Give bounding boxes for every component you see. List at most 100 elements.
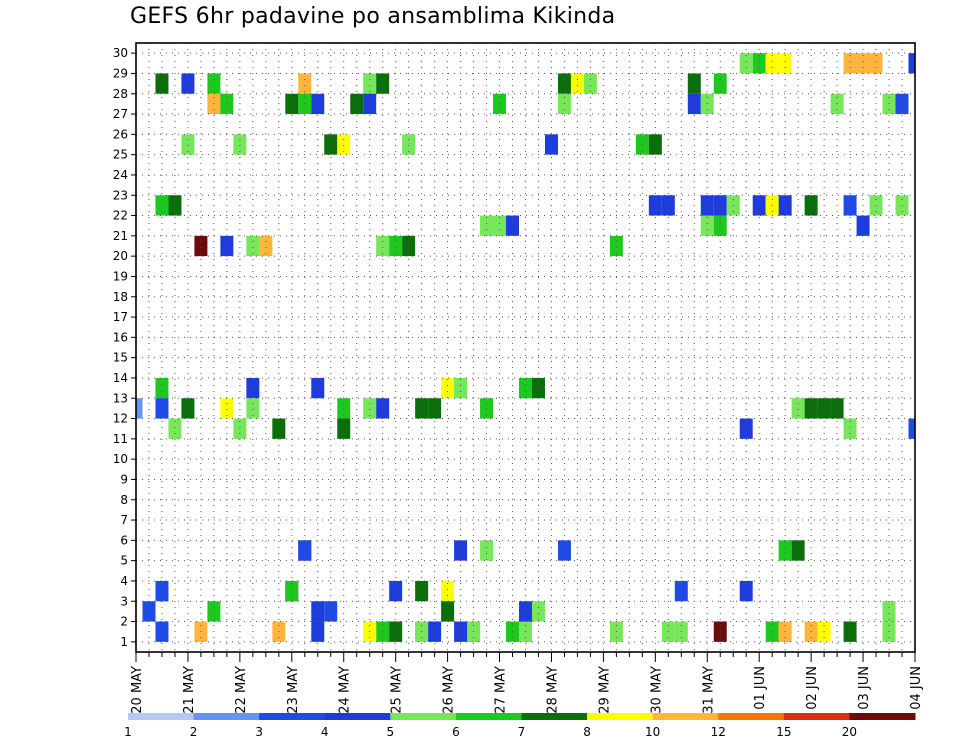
heatmap-cell xyxy=(791,540,805,561)
y-tick-label: 22 xyxy=(113,209,128,223)
y-tick-label: 6 xyxy=(120,533,128,547)
x-date-label: 31 MAY xyxy=(701,666,716,714)
heatmap-cell xyxy=(454,540,468,561)
heatmap-cell xyxy=(908,418,915,439)
legend-swatch xyxy=(783,713,850,720)
heatmap-cell xyxy=(246,398,260,419)
heatmap-cell xyxy=(136,398,143,419)
y-tick-label: 18 xyxy=(113,290,128,304)
legend-swatch xyxy=(455,713,522,720)
y-tick-label: 5 xyxy=(120,554,128,568)
heatmap-cell xyxy=(220,235,234,257)
heatmap-cell xyxy=(908,53,915,74)
x-date-label: 23 MAY xyxy=(286,666,301,714)
heatmap-cell xyxy=(687,73,701,94)
heatmap-cell xyxy=(531,377,545,399)
heatmap-cell xyxy=(544,134,558,155)
heatmap-cell xyxy=(428,398,442,419)
heatmap-cell xyxy=(739,418,753,439)
heatmap-cell xyxy=(337,134,351,155)
y-tick-label: 21 xyxy=(113,229,128,243)
heatmap-cell xyxy=(557,540,571,561)
y-tick-label: 16 xyxy=(113,330,128,344)
y-tick-label: 20 xyxy=(113,249,128,263)
legend-swatch xyxy=(128,713,195,720)
heatmap-cell xyxy=(830,398,844,419)
heatmap-cell xyxy=(311,377,325,399)
y-tick-label: 2 xyxy=(120,615,128,629)
legend-level-label: 7 xyxy=(518,725,526,739)
heatmap-cell xyxy=(194,235,208,257)
y-tick-label: 23 xyxy=(113,188,128,202)
heatmap-cell xyxy=(570,73,584,94)
x-date-label: 04 JUN xyxy=(909,666,924,710)
y-tick-label: 24 xyxy=(113,168,128,182)
y-tick-label: 11 xyxy=(113,432,128,446)
heatmap-cell xyxy=(635,134,649,155)
x-date-label: 03 JUN xyxy=(857,666,872,710)
legend-level-label: 8 xyxy=(583,725,591,739)
x-date-label: 27 MAY xyxy=(494,666,509,714)
heatmap-cell xyxy=(155,377,169,399)
legend-level-label: 12 xyxy=(711,725,726,739)
heatmap-cell xyxy=(739,53,753,74)
plot-frame xyxy=(135,42,916,653)
heatmap-cell xyxy=(389,235,403,257)
legend-swatch xyxy=(324,713,391,720)
heatmap-cell xyxy=(856,215,870,236)
heatmap-cell xyxy=(298,540,312,561)
legend-level-label: 10 xyxy=(645,725,660,739)
heatmap-cell xyxy=(207,601,221,622)
heatmap-cell xyxy=(648,134,662,155)
legend-swatch xyxy=(718,713,785,720)
y-tick-label: 7 xyxy=(120,513,128,527)
legend-swatch xyxy=(259,713,326,720)
y-tick-label: 17 xyxy=(113,310,128,324)
heatmap-cell xyxy=(843,53,857,74)
heatmap-cell xyxy=(220,398,234,419)
legend-level-label: 20 xyxy=(842,725,857,739)
legend: 1 2 3 4 5 6 7 8 10 12 15 20 xyxy=(124,713,916,739)
heatmap-cell xyxy=(181,134,195,155)
heatmap-cell xyxy=(168,418,182,439)
heatmap-cell xyxy=(311,601,325,622)
heatmap-cell xyxy=(778,53,792,74)
heatmap-cell xyxy=(402,134,416,155)
heatmap-cell xyxy=(272,418,286,439)
heatmap-cell xyxy=(337,398,351,419)
legend-level-label: 6 xyxy=(452,725,460,739)
x-date-label: 20 MAY xyxy=(130,666,145,714)
heatmap-cell xyxy=(298,73,312,94)
heatmap-cell xyxy=(259,235,273,257)
heatmap-cell xyxy=(869,53,883,74)
heatmap-cell xyxy=(324,601,338,622)
legend-level-label: 4 xyxy=(321,725,329,739)
heatmap-cell xyxy=(765,53,779,74)
heatmap-cell xyxy=(506,215,520,236)
heatmap-cell xyxy=(843,418,857,439)
heatmap-cell xyxy=(791,398,805,419)
legend-swatch xyxy=(390,713,457,720)
heatmap-cell xyxy=(713,73,727,94)
heatmap-cell xyxy=(441,601,455,622)
heatmap-cell xyxy=(233,134,247,155)
y-tick-label: 26 xyxy=(113,127,128,141)
y-tick-label: 30 xyxy=(113,46,128,60)
legend-swatch xyxy=(652,713,719,720)
legend-level-label: 15 xyxy=(776,725,791,739)
y-tick-label: 15 xyxy=(113,351,128,365)
x-date-label: 29 MAY xyxy=(597,666,612,714)
heatmap-cell xyxy=(155,73,169,94)
heatmap-cell xyxy=(246,235,260,257)
y-tick-label: 27 xyxy=(113,107,128,121)
heatmap-cell xyxy=(155,580,169,602)
y-tick-label: 1 xyxy=(120,635,128,649)
heatmap-cell xyxy=(856,53,870,74)
legend-level-label: 3 xyxy=(255,725,263,739)
legend-level-label: 2 xyxy=(190,725,198,739)
heatmap-cell xyxy=(480,398,494,419)
y-tick-label: 28 xyxy=(113,87,128,101)
heatmap-cell xyxy=(882,601,896,622)
heatmap-cell xyxy=(363,73,377,94)
heatmap-cell xyxy=(181,73,195,94)
